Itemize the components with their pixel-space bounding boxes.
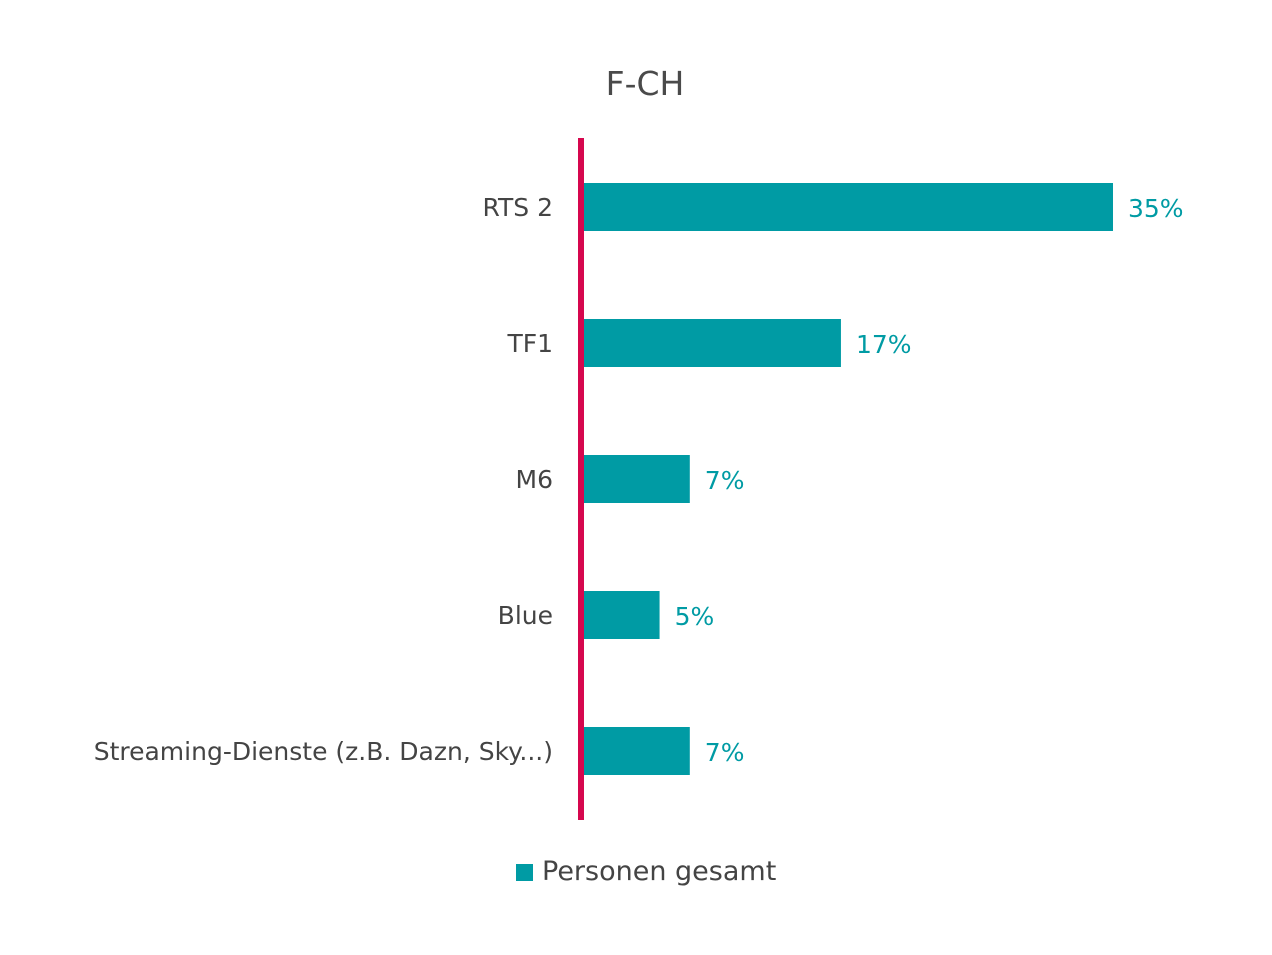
legend-swatch	[516, 864, 533, 881]
chart-title: F-CH	[606, 64, 685, 103]
value-label-4: 7%	[705, 738, 745, 767]
bar-3	[584, 591, 660, 639]
legend: Personen gesamt	[516, 856, 776, 887]
legend-label: Personen gesamt	[542, 856, 776, 887]
bar-2	[584, 455, 690, 503]
category-label-2: M6	[516, 465, 553, 494]
bars-layer: RTS 2 35% TF1 17% M6 7% Blue 5% Streaming-Dienst…	[94, 183, 1184, 775]
bar-4	[584, 727, 690, 775]
value-label-3: 5%	[675, 602, 715, 631]
category-label-1: TF1	[506, 329, 553, 358]
value-label-2: 7%	[705, 466, 745, 495]
value-label-0: 35%	[1128, 194, 1184, 223]
category-label-4: Streaming-Dienste (z.B. Dazn, Sky...)	[94, 737, 553, 766]
value-label-1: 17%	[856, 330, 912, 359]
category-label-0: RTS 2	[482, 193, 553, 222]
bar-1	[584, 319, 841, 367]
category-label-3: Blue	[498, 601, 553, 630]
bar-0	[584, 183, 1113, 231]
